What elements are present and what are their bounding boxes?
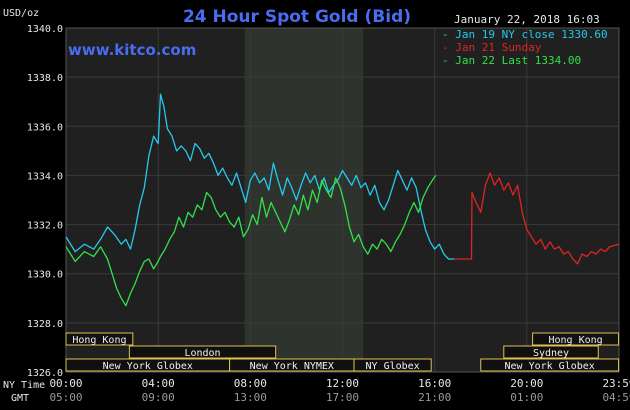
x-tick-label-gmt: 09:00 [142,391,175,404]
x-tick-label-gmt: 04:59 [602,391,630,404]
series-line [65,93,455,260]
session-box: New York Globex [480,358,620,372]
session-label: London [184,348,220,359]
x-row-label-ny: NY Time [3,380,45,391]
legend-entry: - Jan 19 NY close 1330.60 [442,28,608,41]
y-axis-label: USD/oz [3,8,39,19]
session-box: NY Globex [353,358,432,372]
legend: - Jan 19 NY close 1330.60- Jan 21 Sunday… [442,28,608,67]
session-box: New York NYMEX [229,358,355,372]
x-tick-label-ny: 20:00 [510,377,543,390]
session-box-frame [532,332,620,346]
y-tick-label: 1336.0 [27,122,63,133]
session-box: New York Globex [65,358,231,372]
x-row-label-gmt: GMT [11,393,29,404]
series-line [454,172,619,265]
market-sessions: Hong Kong London New York Globex New York N… [65,332,620,372]
session-label: NY Globex [366,361,420,372]
session-label: Hong Kong [72,335,126,346]
plot-border [65,27,620,373]
y-tick-label: 1332.0 [27,221,63,232]
y-tick-label: 1326.0 [27,368,63,379]
session-box-frame [480,358,620,372]
x-tick-label-gmt: 05:00 [49,391,82,404]
session-box: Hong Kong [65,332,134,346]
y-tick-label: 1330.0 [27,270,63,281]
y-tick-label: 1340.0 [27,24,63,35]
series-lines [65,93,619,307]
y-tick-label: 1328.0 [27,319,63,330]
x-tick-label-ny: 23:59 [602,377,630,390]
session-label: New York NYMEX [250,361,334,372]
session-box-frame [65,332,134,346]
y-tick-label: 1334.0 [27,171,63,182]
x-tick-label-gmt: 21:00 [418,391,451,404]
x-tick-label-ny: 00:00 [49,377,82,390]
session-box-frame [353,358,432,372]
session-label: Sydney [533,348,569,359]
session-box: London [128,345,277,359]
x-tick-label-ny: 16:00 [418,377,451,390]
session-label: New York Globex [504,361,594,372]
session-box: Sydney [503,345,599,359]
x-tick-label-ny: 08:00 [234,377,267,390]
series-line [65,175,437,307]
session-box: Hong Kong [532,332,620,346]
legend-entry: - Jan 21 Sunday [442,41,542,54]
session-label: Hong Kong [548,335,602,346]
chart-title: 24 Hour Spot Gold (Bid) [183,7,411,27]
legend-entry: - Jan 22 Last 1334.00 [442,54,581,67]
x-tick-label-ny: 12:00 [326,377,359,390]
timestamp: January 22, 2018 16:03 [454,13,600,26]
session-box-frame [128,345,277,359]
x-tick-label-gmt: 13:00 [234,391,267,404]
x-tick-label-gmt: 17:00 [326,391,359,404]
session-label: New York Globex [103,361,193,372]
gridlines [65,27,620,373]
x-tick-label-ny: 04:00 [142,377,175,390]
y-tick-label: 1338.0 [27,73,63,84]
watermark-url: www.kitco.com [68,41,196,59]
y-tick-labels: 1340.0 1338.0 1336.0 1334.0 1332.0 1330.0 1328… [27,24,63,379]
session-box-frame [503,345,599,359]
x-tick-label-gmt: 01:00 [510,391,543,404]
